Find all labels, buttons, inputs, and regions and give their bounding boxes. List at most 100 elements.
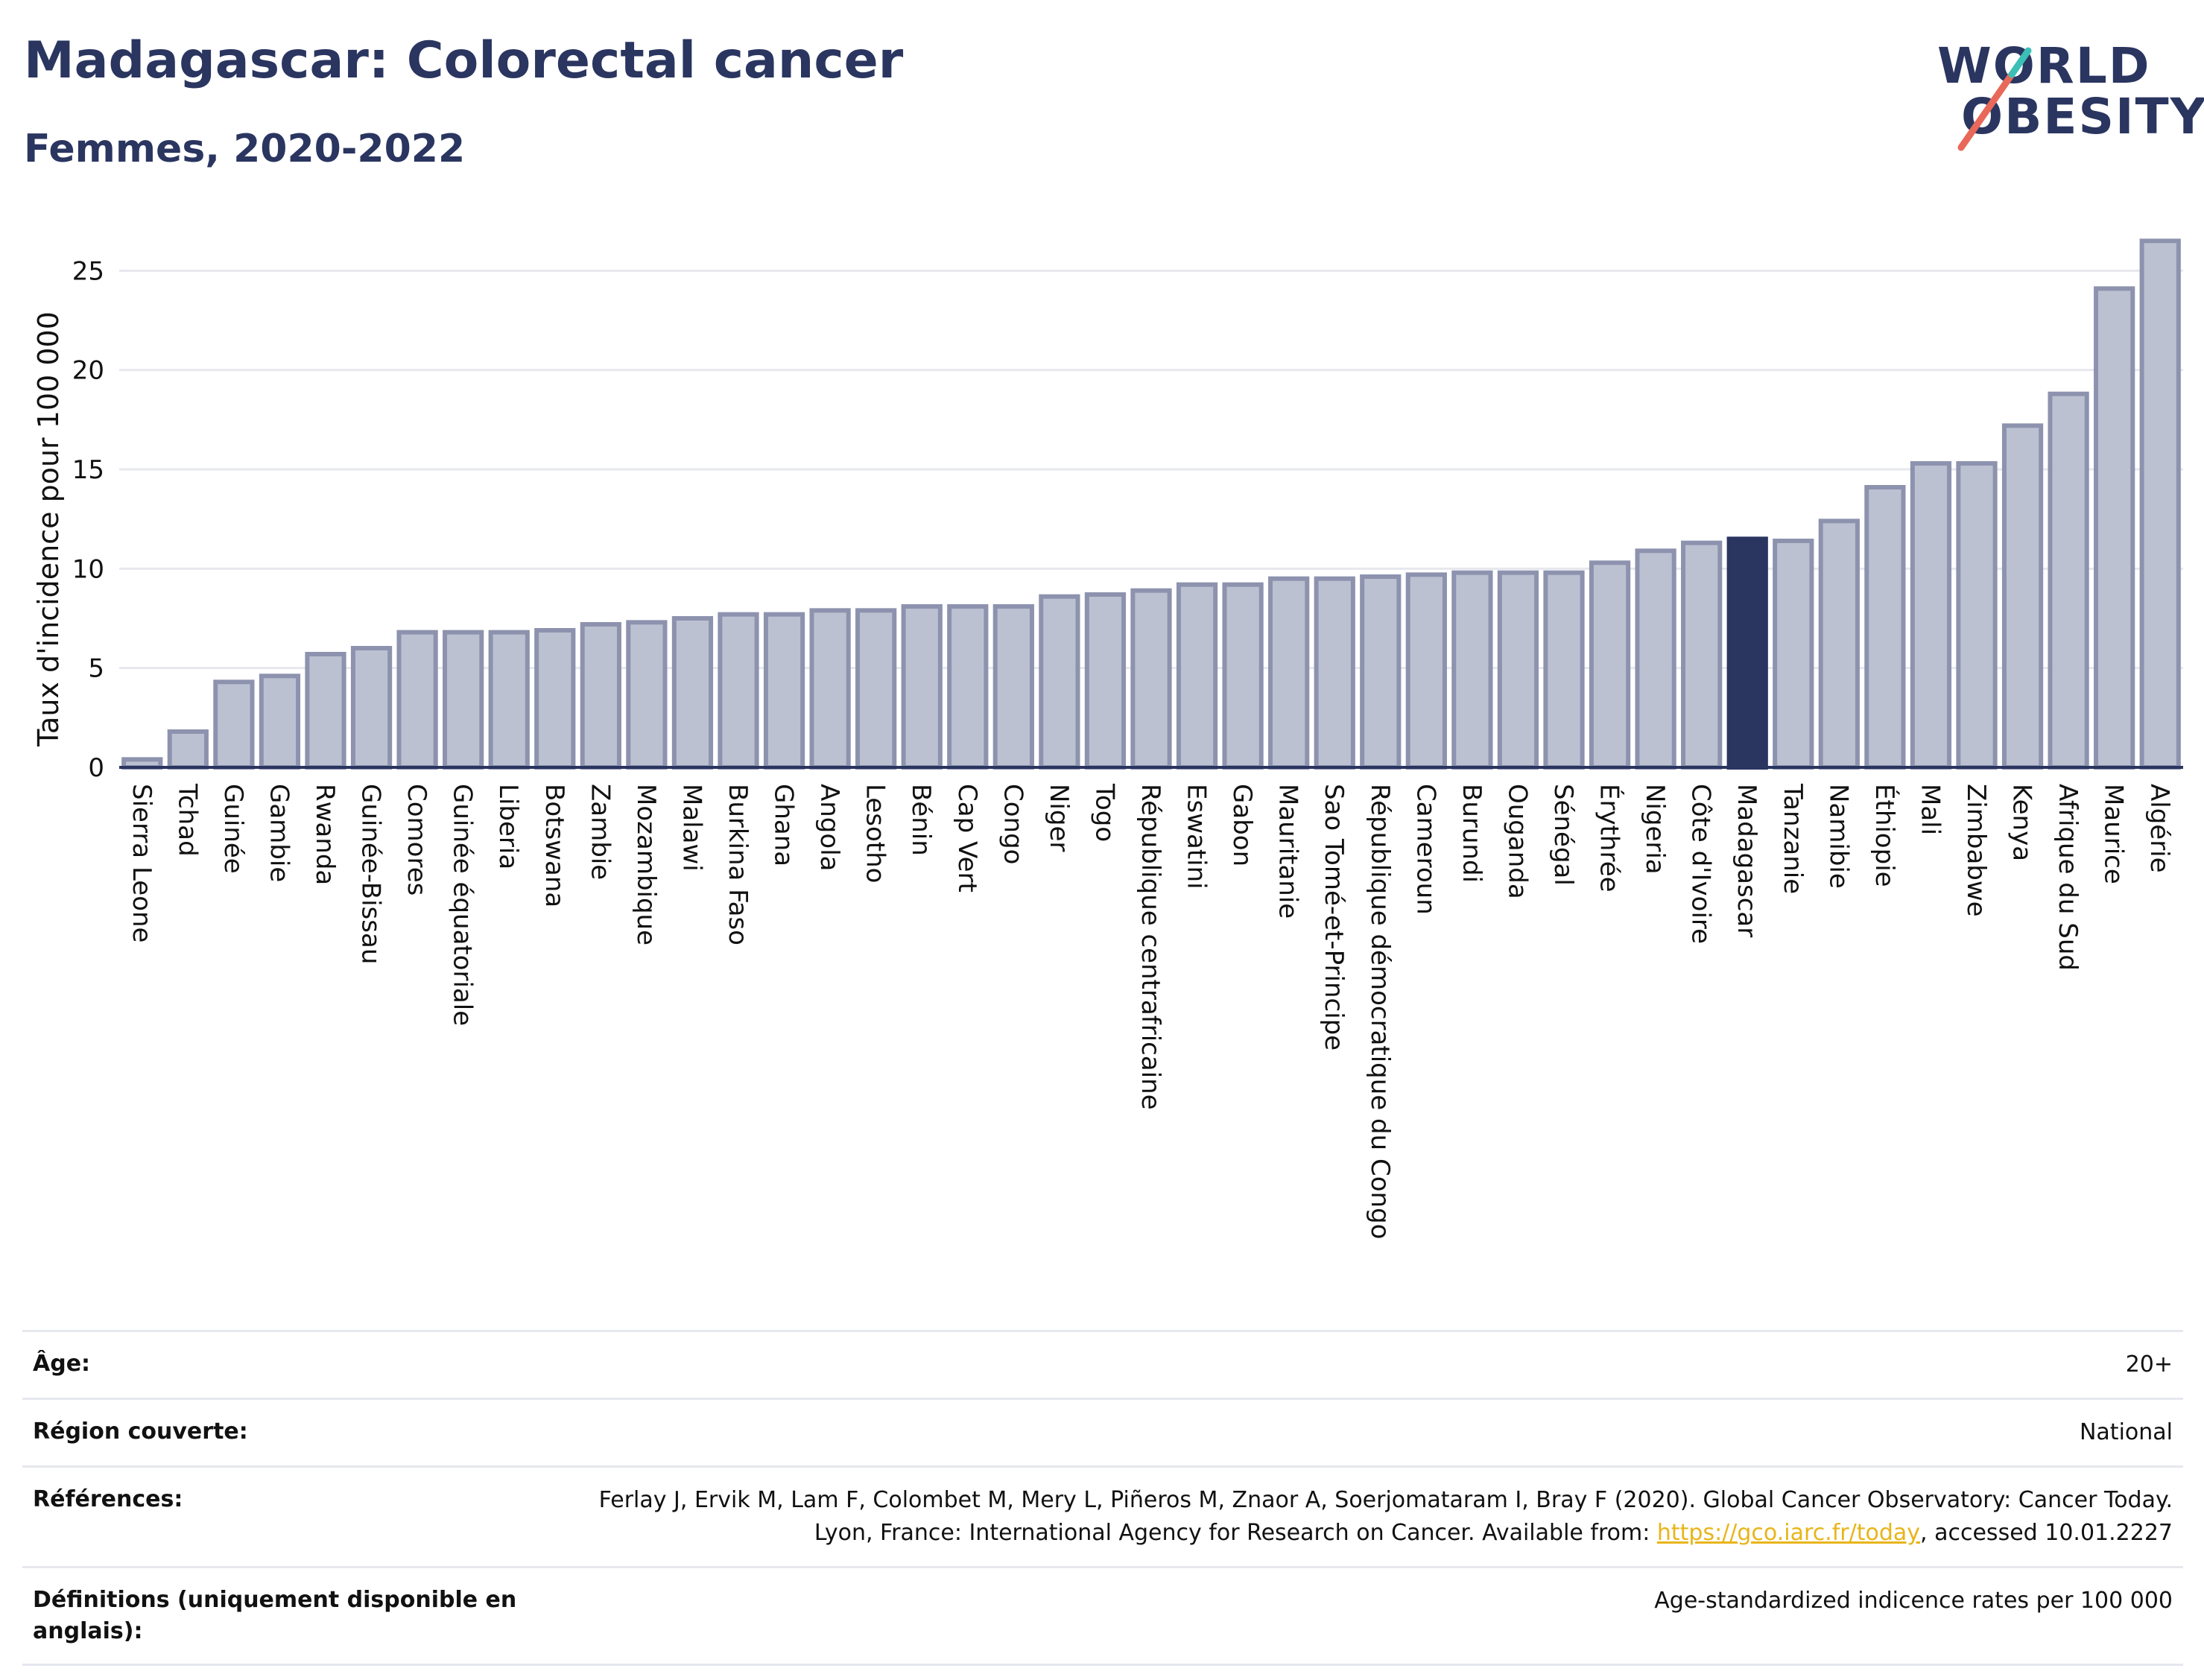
x-tick-label: Namibie [1823,784,1853,889]
x-tick-label: Sao Tomé-et-Principe [1319,784,1349,1050]
bar [2001,423,2044,770]
logo-line1: WORLD [1937,37,2151,95]
bar [350,646,393,770]
bar [396,630,438,770]
meta-value: National [2079,1419,2173,1445]
x-tick-label: Nigeria [1640,784,1670,875]
bar [2139,238,2181,770]
bar [718,612,759,770]
x-tick-label: Zimbabwe [1961,784,1991,917]
metadata-table: Âge: 20+ Région couverte: National Référ… [22,1330,2183,1666]
bar [1910,461,1952,770]
bar [671,616,714,770]
meta-row-definitions: Définitions (uniquement disponible en an… [22,1566,2183,1666]
x-tick-label: Niger [1044,784,1074,852]
meta-row-references: Références: Ferlay J, Ervik M, Lam F, Co… [22,1465,2183,1566]
x-tick-label: Kenya [2007,784,2037,861]
x-tick-label: Burundi [1457,784,1486,883]
reference-text: Ferlay J, Ervik M, Lam F, Colombet M, Me… [598,1487,2173,1546]
y-tick-label: 20 [72,356,104,386]
bar [305,652,346,770]
x-tick-label: Éthiopie [1869,784,1900,887]
x-tick-label: Algérie [2144,784,2174,873]
x-tick-label: Mauritanie [1273,784,1303,919]
y-tick-label: 25 [72,256,104,286]
bar [763,612,805,770]
x-tick-label: Tchad [172,783,202,857]
page-subtitle: Femmes, 2020-2022 [24,127,466,171]
x-tick-label: Togo [1089,783,1119,842]
meta-value: Ferlay J, Ervik M, Lam F, Colombet M, Me… [571,1484,2173,1550]
bar [1681,540,1723,770]
bar [1497,570,1539,770]
bar [580,622,621,770]
y-tick-label: 5 [88,654,104,684]
y-tick-label: 0 [88,753,104,783]
x-tick-label: Liberia [493,784,523,869]
x-tick-label: République centrafricaine [1136,784,1165,1110]
x-tick-label: Congo [998,784,1027,864]
x-tick-label: Botswana [539,784,569,907]
meta-value: 20+ [2125,1351,2173,1378]
x-tick-label: Sierra Leone [127,784,156,942]
x-tick-label: Mozambique [631,784,661,945]
bar [1176,582,1218,770]
bar [443,630,484,770]
x-tick-label: Burkina Faso [723,784,753,945]
y-tick-label: 10 [72,554,104,584]
x-tick-label: Côte d'Ivoire [1686,784,1716,944]
bar [1543,570,1585,770]
bar [992,604,1034,770]
bar [1589,560,1631,770]
x-tick-label: Madagascar [1732,784,1761,937]
x-tick-label: Guinée [218,784,248,874]
reference-link[interactable]: https://gco.iarc.fr/today [1656,1520,1921,1546]
x-tick-label: Comores [402,784,431,896]
x-tick-label: Rwanda [310,784,340,885]
x-tick-label: Gambie [264,784,294,882]
x-tick-label: Angola [814,784,844,871]
bar [1084,592,1127,770]
bar [1726,536,1768,770]
x-tick-label: Cameroun [1410,784,1440,915]
bar [855,608,897,770]
meta-key: Définitions (uniquement disponible en an… [33,1587,517,1644]
bar [947,604,989,770]
bar [1451,570,1493,770]
meta-key: Références: [33,1486,183,1512]
bar [167,729,209,770]
x-tick-label: Eswatini [1182,784,1212,890]
bar [1314,576,1355,770]
x-tick-label: Cap Vert [952,784,982,893]
x-tick-label: Tanzanie [1778,783,1808,894]
x-tick-label: Gabon [1227,784,1257,866]
bar [809,608,851,770]
x-tick-label: Ghana [769,784,799,866]
x-tick-label: Guinée équatoriale [448,784,478,1026]
x-tick-label: Ouganda [1502,784,1532,899]
y-axis-label: Taux d'incidence pour 100 000 [32,311,65,747]
x-tick-label: Bénin [906,784,936,856]
bar [1818,519,1860,770]
bar [213,679,255,770]
x-tick-label: Guinée-Bissau [356,784,386,964]
x-tick-label: Sénégal [1548,784,1578,886]
x-tick-label: Afrique du Sud [2053,784,2083,971]
bar [626,620,668,770]
meta-row-age: Âge: 20+ [22,1330,2183,1398]
logo-line2: OBESITY [1961,88,2204,145]
bar [1130,588,1172,770]
bar [2094,286,2135,770]
reference-suffix: , accessed 10.01.2227 [1920,1520,2173,1546]
meta-key: Âge: [33,1351,91,1377]
bar [901,604,943,770]
bar [1773,539,1814,770]
bar [259,673,301,770]
bar [1360,574,1402,770]
y-tick-label: 15 [72,455,104,485]
meta-value: Age-standardized indicence rates per 100… [1654,1588,2173,1614]
x-tick-label: Maurice [2099,784,2129,884]
page-title: Madagascar: Colorectal cancer [24,31,904,90]
bar [1956,461,1998,770]
